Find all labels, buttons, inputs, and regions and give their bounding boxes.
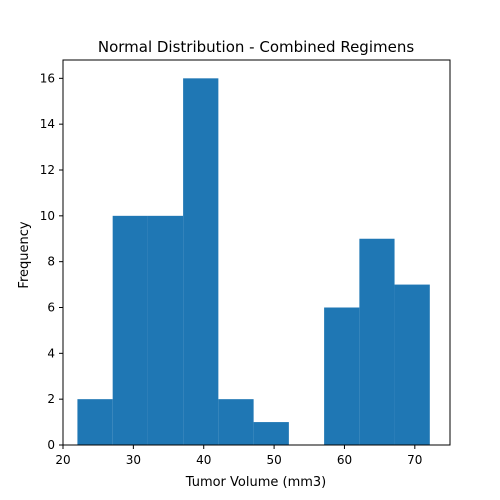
y-axis-label: Frequency bbox=[17, 221, 32, 288]
y-tick-label: 8 bbox=[47, 255, 55, 269]
chart-title: Normal Distribution - Combined Regimens bbox=[98, 38, 414, 56]
y-tick-label: 14 bbox=[40, 117, 55, 131]
x-tick-label: 20 bbox=[55, 453, 70, 467]
histogram-bar bbox=[147, 215, 184, 445]
bars-group bbox=[77, 78, 430, 445]
histogram-bar bbox=[253, 422, 289, 445]
plot-frame bbox=[62, 59, 451, 446]
histogram-bar bbox=[359, 238, 395, 445]
x-tick-label: 60 bbox=[337, 453, 352, 467]
y-tick-label: 2 bbox=[47, 392, 55, 406]
histogram-bar bbox=[394, 284, 430, 445]
x-tick-label: 40 bbox=[196, 453, 211, 467]
x-tick-label: 30 bbox=[126, 453, 141, 467]
y-tick-label: 6 bbox=[47, 301, 55, 315]
y-tick-label: 4 bbox=[47, 346, 55, 360]
y-tick-label: 16 bbox=[40, 71, 55, 85]
y-tick-label: 10 bbox=[40, 209, 55, 223]
histogram-bar bbox=[77, 399, 113, 445]
histogram-bar bbox=[218, 399, 254, 445]
x-tick-label: 70 bbox=[407, 453, 422, 467]
histogram-bar bbox=[324, 307, 360, 445]
x-axis-ticks: 20 30 40 50 60 70 bbox=[55, 445, 422, 467]
y-tick-label: 0 bbox=[47, 438, 55, 452]
y-axis-ticks: 0 2 4 6 8 10 12 14 16 bbox=[40, 71, 63, 452]
histogram-bar bbox=[183, 78, 219, 445]
x-axis-label: Tumor Volume (mm3) bbox=[185, 475, 327, 490]
x-tick-label: 50 bbox=[266, 453, 281, 467]
y-tick-label: 12 bbox=[40, 163, 55, 177]
histogram-bar bbox=[112, 215, 148, 445]
